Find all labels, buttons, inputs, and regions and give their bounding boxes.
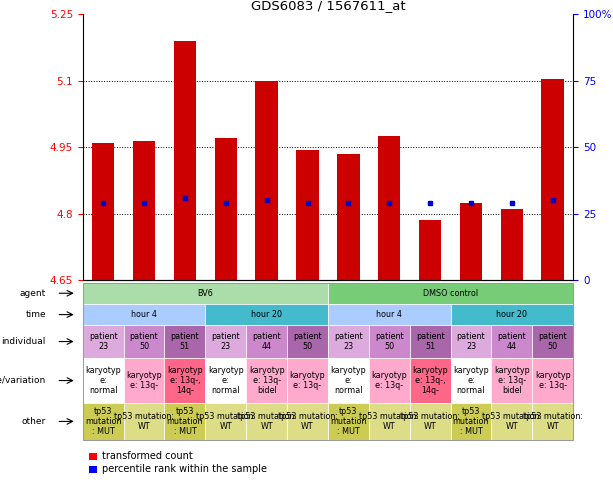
Text: tp53
mutation
: MUT: tp53 mutation : MUT (167, 407, 203, 436)
Text: karyotyp
e: 13q-: karyotyp e: 13q- (126, 371, 162, 390)
Text: percentile rank within the sample: percentile rank within the sample (102, 465, 267, 474)
Text: DMSO control: DMSO control (423, 289, 478, 298)
Text: karyotyp
e:
normal: karyotyp e: normal (208, 366, 243, 396)
Text: time: time (25, 310, 46, 319)
Text: patient
23: patient 23 (457, 332, 485, 351)
Text: karyotyp
e: 13q-
bidel: karyotyp e: 13q- bidel (494, 366, 530, 396)
Text: patient
23: patient 23 (334, 332, 363, 351)
Text: karyotyp
e: 13q-: karyotyp e: 13q- (371, 371, 407, 390)
Text: other: other (21, 417, 46, 426)
Bar (501, 209, 523, 280)
Bar (256, 81, 278, 280)
Text: tp53 mutation:
WT: tp53 mutation: WT (196, 412, 256, 431)
Text: patient
23: patient 23 (211, 332, 240, 351)
Text: karyotyp
e: 13q-: karyotyp e: 13q- (290, 371, 326, 390)
Text: tp53 mutation:
WT: tp53 mutation: WT (114, 412, 174, 431)
Text: BV6: BV6 (197, 289, 213, 298)
Text: patient
51: patient 51 (416, 332, 444, 351)
Text: transformed count: transformed count (102, 452, 192, 461)
Text: hour 20: hour 20 (251, 310, 282, 319)
Text: karyotyp
e:
normal: karyotyp e: normal (453, 366, 489, 396)
Text: karyotyp
e: 13q-,
14q-: karyotyp e: 13q-, 14q- (413, 366, 448, 396)
Text: patient
44: patient 44 (253, 332, 281, 351)
Text: patient
23: patient 23 (89, 332, 118, 351)
Text: agent: agent (20, 289, 46, 298)
Text: karyotyp
e: 13q-,
14q-: karyotyp e: 13q-, 14q- (167, 366, 203, 396)
Text: tp53 mutation:
WT: tp53 mutation: WT (237, 412, 297, 431)
Bar (378, 136, 400, 280)
Bar (296, 150, 319, 280)
Text: hour 20: hour 20 (497, 310, 527, 319)
Text: patient
50: patient 50 (293, 332, 322, 351)
Text: patient
50: patient 50 (538, 332, 567, 351)
Title: GDS6083 / 1567611_at: GDS6083 / 1567611_at (251, 0, 405, 12)
Bar (541, 79, 564, 280)
Text: patient
51: patient 51 (170, 332, 199, 351)
Text: karyotyp
e:
normal: karyotyp e: normal (85, 366, 121, 396)
Text: hour 4: hour 4 (376, 310, 402, 319)
Bar (460, 203, 482, 280)
Text: tp53
mutation
: MUT: tp53 mutation : MUT (85, 407, 121, 436)
Text: tp53 mutation:
WT: tp53 mutation: WT (359, 412, 419, 431)
Text: patient
44: patient 44 (498, 332, 526, 351)
Text: individual: individual (2, 337, 46, 346)
Bar (133, 141, 155, 280)
Text: patient
50: patient 50 (130, 332, 158, 351)
Text: tp53 mutation:
WT: tp53 mutation: WT (278, 412, 338, 431)
Text: karyotyp
e:
normal: karyotyp e: normal (330, 366, 366, 396)
Text: tp53
mutation
: MUT: tp53 mutation : MUT (453, 407, 489, 436)
Text: tp53 mutation:
WT: tp53 mutation: WT (482, 412, 542, 431)
Bar (215, 139, 237, 280)
Text: tp53 mutation:
WT: tp53 mutation: WT (400, 412, 460, 431)
Text: tp53 mutation:
WT: tp53 mutation: WT (523, 412, 583, 431)
Text: karyotyp
e: 13q-
bidel: karyotyp e: 13q- bidel (249, 366, 284, 396)
Bar (173, 41, 196, 280)
Text: genotype/variation: genotype/variation (0, 376, 46, 385)
Bar (419, 220, 441, 280)
Bar (337, 154, 360, 280)
Text: karyotyp
e: 13q-: karyotyp e: 13q- (535, 371, 571, 390)
Text: hour 4: hour 4 (131, 310, 157, 319)
Bar (92, 143, 115, 280)
Text: patient
50: patient 50 (375, 332, 403, 351)
Text: tp53
mutation
: MUT: tp53 mutation : MUT (330, 407, 367, 436)
